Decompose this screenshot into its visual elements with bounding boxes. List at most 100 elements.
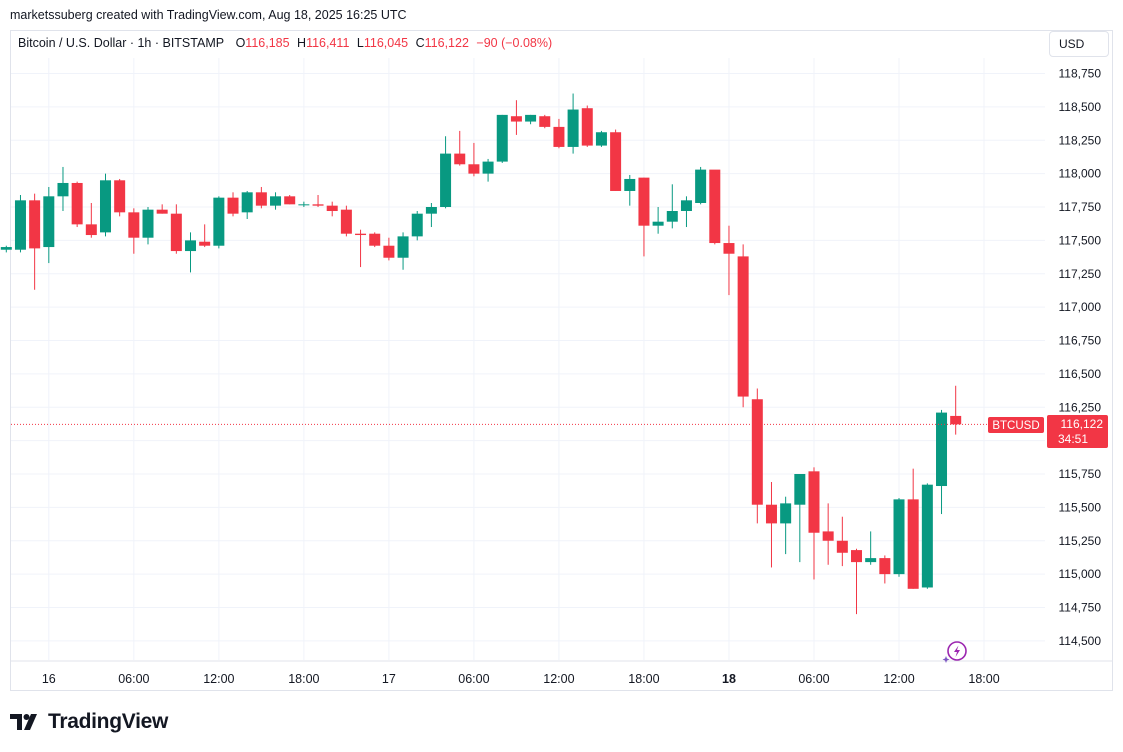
tradingview-brand: TradingView xyxy=(10,710,168,734)
candle xyxy=(737,244,749,408)
candle-body xyxy=(71,182,83,225)
time-axis: 16 06:00 12:00 18:00 17 06:00 12:00 18:00 18 06:0… xyxy=(11,660,1112,686)
candle-body xyxy=(893,499,905,575)
price-tick-label: 116,500 xyxy=(1059,367,1102,381)
currency-button[interactable]: USD xyxy=(1049,31,1109,57)
candle xyxy=(114,178,126,217)
high-value: 116,411 xyxy=(306,36,350,50)
candle xyxy=(780,496,792,555)
candle xyxy=(496,114,508,163)
price-tick-label: 115,000 xyxy=(1059,567,1102,581)
low-label: L xyxy=(356,36,364,50)
candle xyxy=(57,166,69,212)
candle-body xyxy=(808,471,820,533)
candle-body xyxy=(185,240,197,252)
candle-body xyxy=(156,209,168,214)
candle xyxy=(539,114,551,129)
candle-body xyxy=(340,209,352,234)
candle-body xyxy=(199,241,211,246)
price-tick-label: 118,750 xyxy=(1059,67,1102,81)
candle-body xyxy=(539,116,551,127)
candle-body xyxy=(213,197,225,246)
candle xyxy=(170,204,182,254)
candle-body xyxy=(907,499,919,589)
candle-body xyxy=(680,200,692,212)
candle xyxy=(666,184,678,229)
symbol-tag-label: BTCUSD xyxy=(992,420,1039,432)
time-tick-label: 16 xyxy=(42,672,56,686)
candle-body xyxy=(270,196,282,206)
candle-body xyxy=(454,153,466,165)
candle xyxy=(326,201,338,217)
candle xyxy=(14,194,26,253)
candle-body xyxy=(170,213,182,252)
candle-body xyxy=(0,247,12,250)
candle-body xyxy=(780,503,792,524)
price-tick-label: 117,250 xyxy=(1059,267,1102,281)
time-tick-label: 17 xyxy=(382,672,396,686)
candle-body xyxy=(85,224,97,236)
candles-layer xyxy=(0,93,962,615)
candle xyxy=(142,207,154,245)
candle xyxy=(723,225,735,296)
candle xyxy=(85,202,97,238)
candle-body xyxy=(666,211,678,222)
candle-body xyxy=(227,197,239,214)
candle xyxy=(43,186,55,264)
candle xyxy=(624,174,636,206)
candle-body xyxy=(411,213,423,237)
candle-body xyxy=(440,153,452,207)
price-tick-label: 118,250 xyxy=(1059,133,1102,147)
time-tick-label: 06:00 xyxy=(458,672,489,686)
time-tick-label: 18 xyxy=(722,672,736,686)
time-tick-label: 12:00 xyxy=(883,672,914,686)
candle-body xyxy=(765,504,777,524)
candle-body xyxy=(114,180,126,213)
candle-body xyxy=(652,221,664,226)
price-axis: 118,750 118,500 118,250 118,000 117,750 117,5… xyxy=(1059,67,1102,648)
time-tick-label: 18:00 xyxy=(288,672,319,686)
candle xyxy=(652,207,664,234)
time-tick-label: 18:00 xyxy=(628,672,659,686)
symbol-tag-bg xyxy=(988,417,1044,433)
price-tick-label: 115,750 xyxy=(1059,467,1102,481)
candle xyxy=(950,385,962,435)
candle xyxy=(284,194,296,205)
candle-body xyxy=(128,212,140,238)
candle xyxy=(355,229,367,268)
candle xyxy=(29,193,41,290)
price-tick-label: 115,250 xyxy=(1059,534,1102,548)
candle-body xyxy=(595,132,607,146)
candle xyxy=(99,173,111,237)
candle-body xyxy=(851,550,862,563)
candle xyxy=(553,118,565,149)
candle xyxy=(893,498,905,577)
candle xyxy=(411,211,423,241)
candle xyxy=(921,483,933,589)
candle-body xyxy=(737,256,749,397)
close-value: 116,122 xyxy=(424,36,469,50)
candle xyxy=(156,204,168,214)
candle-body xyxy=(865,558,877,563)
candle xyxy=(312,194,324,207)
lightning-icon[interactable] xyxy=(941,639,969,670)
candle-body xyxy=(142,209,154,238)
candle xyxy=(227,192,239,217)
candle xyxy=(879,555,891,584)
tradingview-logo-icon xyxy=(10,714,37,730)
candle-body xyxy=(567,109,579,147)
candle xyxy=(255,186,267,209)
candle xyxy=(199,224,211,248)
candle xyxy=(836,516,848,567)
open-label: O xyxy=(235,36,246,50)
candle xyxy=(907,468,919,589)
candle-body xyxy=(921,484,933,588)
price-tag-countdown: 34:51 xyxy=(1058,432,1088,446)
candle-body xyxy=(468,164,480,174)
time-tick-label: 06:00 xyxy=(118,672,149,686)
candle xyxy=(440,136,452,209)
price-tick-label: 114,500 xyxy=(1059,634,1102,648)
candle-body xyxy=(879,558,891,575)
candle xyxy=(369,232,381,248)
